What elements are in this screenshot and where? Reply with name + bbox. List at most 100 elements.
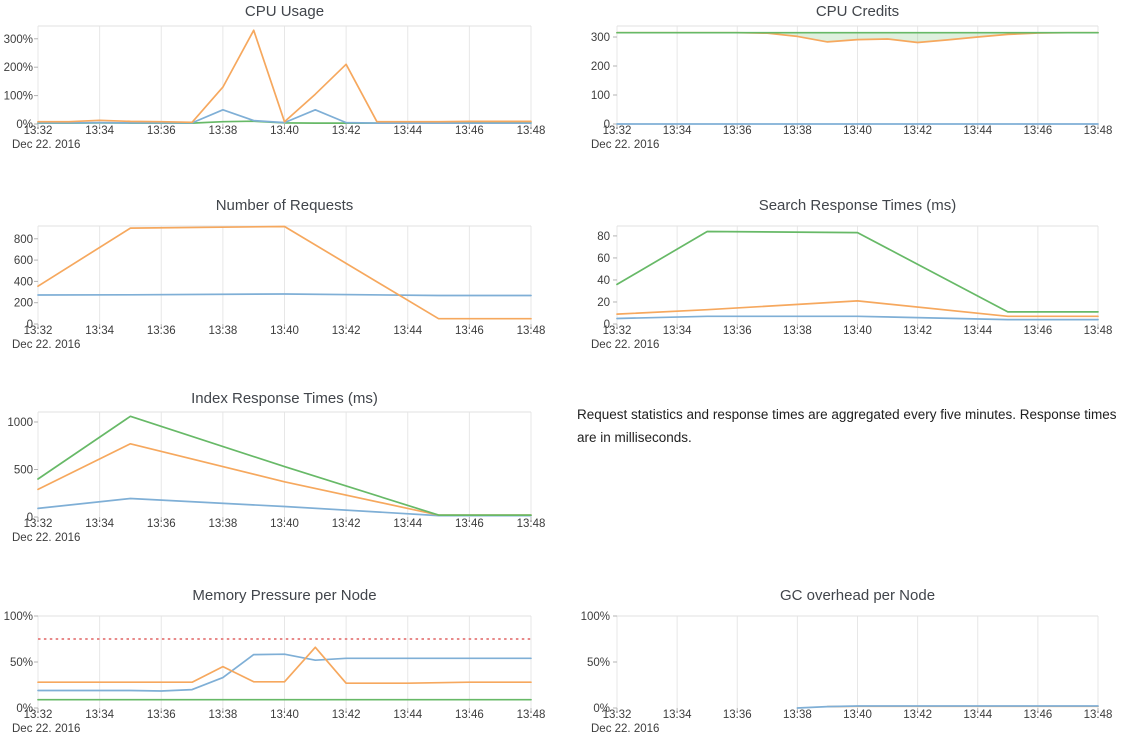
- chart-title: CPU Usage: [245, 3, 324, 20]
- x-tick-label: 13:38: [783, 325, 812, 337]
- x-tick-label: 13:34: [85, 709, 114, 721]
- memory-pressure-per-node-plot: 13:32 13:34 13:36 13:38 13:40 13:42 13:44 13:46…: [4, 587, 546, 735]
- chart-title: Number of Requests: [216, 197, 354, 214]
- cpu-usage-plot: 13:32 13:34 13:36 13:38 13:40 13:42 13:44 13:46…: [4, 3, 546, 151]
- x-tick-label: 13:38: [783, 125, 812, 137]
- x-tick-label: 13:46: [1023, 709, 1052, 721]
- x-tick-label: 13:40: [843, 709, 872, 721]
- y-tick-label: 1000: [7, 417, 33, 429]
- y-tick-label: 500: [14, 464, 33, 476]
- date-label: Dec 22. 2016: [591, 339, 659, 351]
- x-tick-label: 13:48: [517, 125, 546, 137]
- x-tick-label: 13:44: [393, 325, 422, 337]
- memory-pressure-per-node-chart[interactable]: 13:32 13:34 13:36 13:38 13:40 13:42 13:44 13:46…: [0, 580, 565, 741]
- number-of-requests-chart[interactable]: 13:32 13:34 13:36 13:38 13:40 13:42 13:44 13:46…: [0, 190, 565, 358]
- x-tick-label: 13:42: [332, 709, 361, 721]
- x-tick-label: 13:34: [663, 709, 692, 721]
- orange-series-line: [37, 646, 532, 685]
- y-tick-label: 100%: [581, 611, 610, 623]
- gc-overhead-per-node-chart[interactable]: 13:32 13:34 13:36 13:38 13:40 13:42 13:44 13:46…: [565, 580, 1131, 741]
- y-tick-label: 300: [591, 32, 610, 44]
- x-tick-label: 13:40: [270, 325, 299, 337]
- chart-title: Index Response Times (ms): [191, 390, 378, 407]
- number-of-requests-plot: 13:32 13:34 13:36 13:38 13:40 13:42 13:44 13:46…: [12, 197, 546, 351]
- x-tick-label: 13:46: [455, 325, 484, 337]
- index-response-times-chart[interactable]: 13:32 13:34 13:36 13:38 13:40 13:42 13:44 13:46…: [0, 385, 565, 553]
- x-tick-label: 13:36: [723, 325, 752, 337]
- x-tick-label: 13:42: [332, 518, 361, 530]
- x-tick-label: 13:44: [393, 125, 422, 137]
- x-tick-label: 13:46: [455, 518, 484, 530]
- x-tick-label: 13:34: [85, 125, 114, 137]
- index-response-times-plot: 13:32 13:34 13:36 13:38 13:40 13:42 13:44 13:46…: [7, 390, 546, 544]
- x-tick-label: 13:42: [332, 125, 361, 137]
- cpu-usage-chart[interactable]: 13:32 13:34 13:36 13:38 13:40 13:42 13:44 13:46…: [0, 0, 565, 162]
- chart-title: Search Response Times (ms): [759, 197, 957, 214]
- y-tick-label: 60: [597, 253, 610, 265]
- x-tick-label: 13:34: [85, 518, 114, 530]
- green-series-line: [616, 230, 1099, 313]
- x-tick-label: 13:32: [24, 125, 53, 137]
- date-label: Dec 22. 2016: [12, 339, 80, 351]
- x-tick-label: 13:44: [393, 518, 422, 530]
- x-tick-label: 13:38: [208, 518, 237, 530]
- fill-area: [617, 32, 1098, 43]
- x-tick-label: 13:32: [603, 125, 632, 137]
- y-tick-label: 600: [14, 255, 33, 267]
- x-tick-label: 13:44: [393, 709, 422, 721]
- y-tick-label: 80: [597, 231, 610, 243]
- y-tick-label: 0: [27, 512, 33, 524]
- blue-series-line: [37, 108, 532, 124]
- x-tick-label: 13:34: [663, 325, 692, 337]
- x-tick-label: 13:42: [903, 709, 932, 721]
- y-tick-label: 200: [14, 298, 33, 310]
- y-tick-label: 40: [597, 275, 610, 287]
- gc-overhead-per-node-plot: 13:32 13:34 13:36 13:38 13:40 13:42 13:44 13:46…: [581, 587, 1113, 735]
- x-tick-label: 13:42: [903, 325, 932, 337]
- x-tick-label: 13:40: [270, 518, 299, 530]
- x-tick-label: 13:36: [723, 709, 752, 721]
- x-tick-label: 13:36: [147, 518, 176, 530]
- x-tick-label: 13:46: [455, 125, 484, 137]
- y-tick-label: 100: [591, 90, 610, 102]
- x-tick-label: 13:34: [663, 125, 692, 137]
- x-tick-label: 13:40: [843, 325, 872, 337]
- x-tick-label: 13:32: [24, 325, 53, 337]
- chart-title: Memory Pressure per Node: [192, 587, 376, 604]
- x-tick-label: 13:32: [603, 325, 632, 337]
- y-tick-label: 100%: [4, 91, 33, 103]
- x-tick-label: 13:40: [270, 125, 299, 137]
- y-tick-label: 200: [591, 61, 610, 73]
- x-tick-label: 13:48: [517, 518, 546, 530]
- chart-title: GC overhead per Node: [780, 587, 935, 604]
- search-response-times-plot: 13:32 13:34 13:36 13:38 13:40 13:42 13:44 13:46…: [591, 197, 1112, 351]
- y-tick-label: 20: [597, 297, 610, 309]
- search-response-times-chart[interactable]: 13:32 13:34 13:36 13:38 13:40 13:42 13:44 13:46…: [565, 190, 1131, 358]
- x-tick-label: 13:44: [963, 125, 992, 137]
- y-tick-label: 300%: [4, 34, 33, 46]
- cpu-credits-chart[interactable]: 13:32 13:34 13:36 13:38 13:40 13:42 13:44 13:46…: [565, 0, 1131, 162]
- x-tick-label: 13:36: [723, 125, 752, 137]
- x-tick-label: 13:44: [963, 709, 992, 721]
- x-tick-label: 13:40: [843, 125, 872, 137]
- x-tick-label: 13:36: [147, 125, 176, 137]
- y-tick-label: 0%: [16, 119, 33, 131]
- y-tick-label: 50%: [587, 657, 610, 669]
- date-label: Dec 22. 2016: [591, 723, 659, 735]
- orange-series-line: [37, 29, 532, 124]
- x-tick-label: 13:48: [517, 325, 546, 337]
- x-tick-label: 13:48: [517, 709, 546, 721]
- y-tick-label: 0%: [593, 703, 610, 715]
- x-tick-label: 13:38: [208, 709, 237, 721]
- x-tick-label: 13:36: [147, 325, 176, 337]
- y-tick-label: 400: [14, 276, 33, 288]
- x-tick-label: 13:38: [208, 125, 237, 137]
- y-tick-label: 0: [27, 319, 33, 331]
- x-tick-label: 13:46: [1023, 125, 1052, 137]
- blue-series-line: [616, 315, 1099, 321]
- date-label: Dec 22. 2016: [12, 532, 80, 544]
- y-tick-label: 100%: [4, 611, 33, 623]
- blue-series-line: [37, 293, 532, 297]
- y-tick-label: 800: [14, 234, 33, 246]
